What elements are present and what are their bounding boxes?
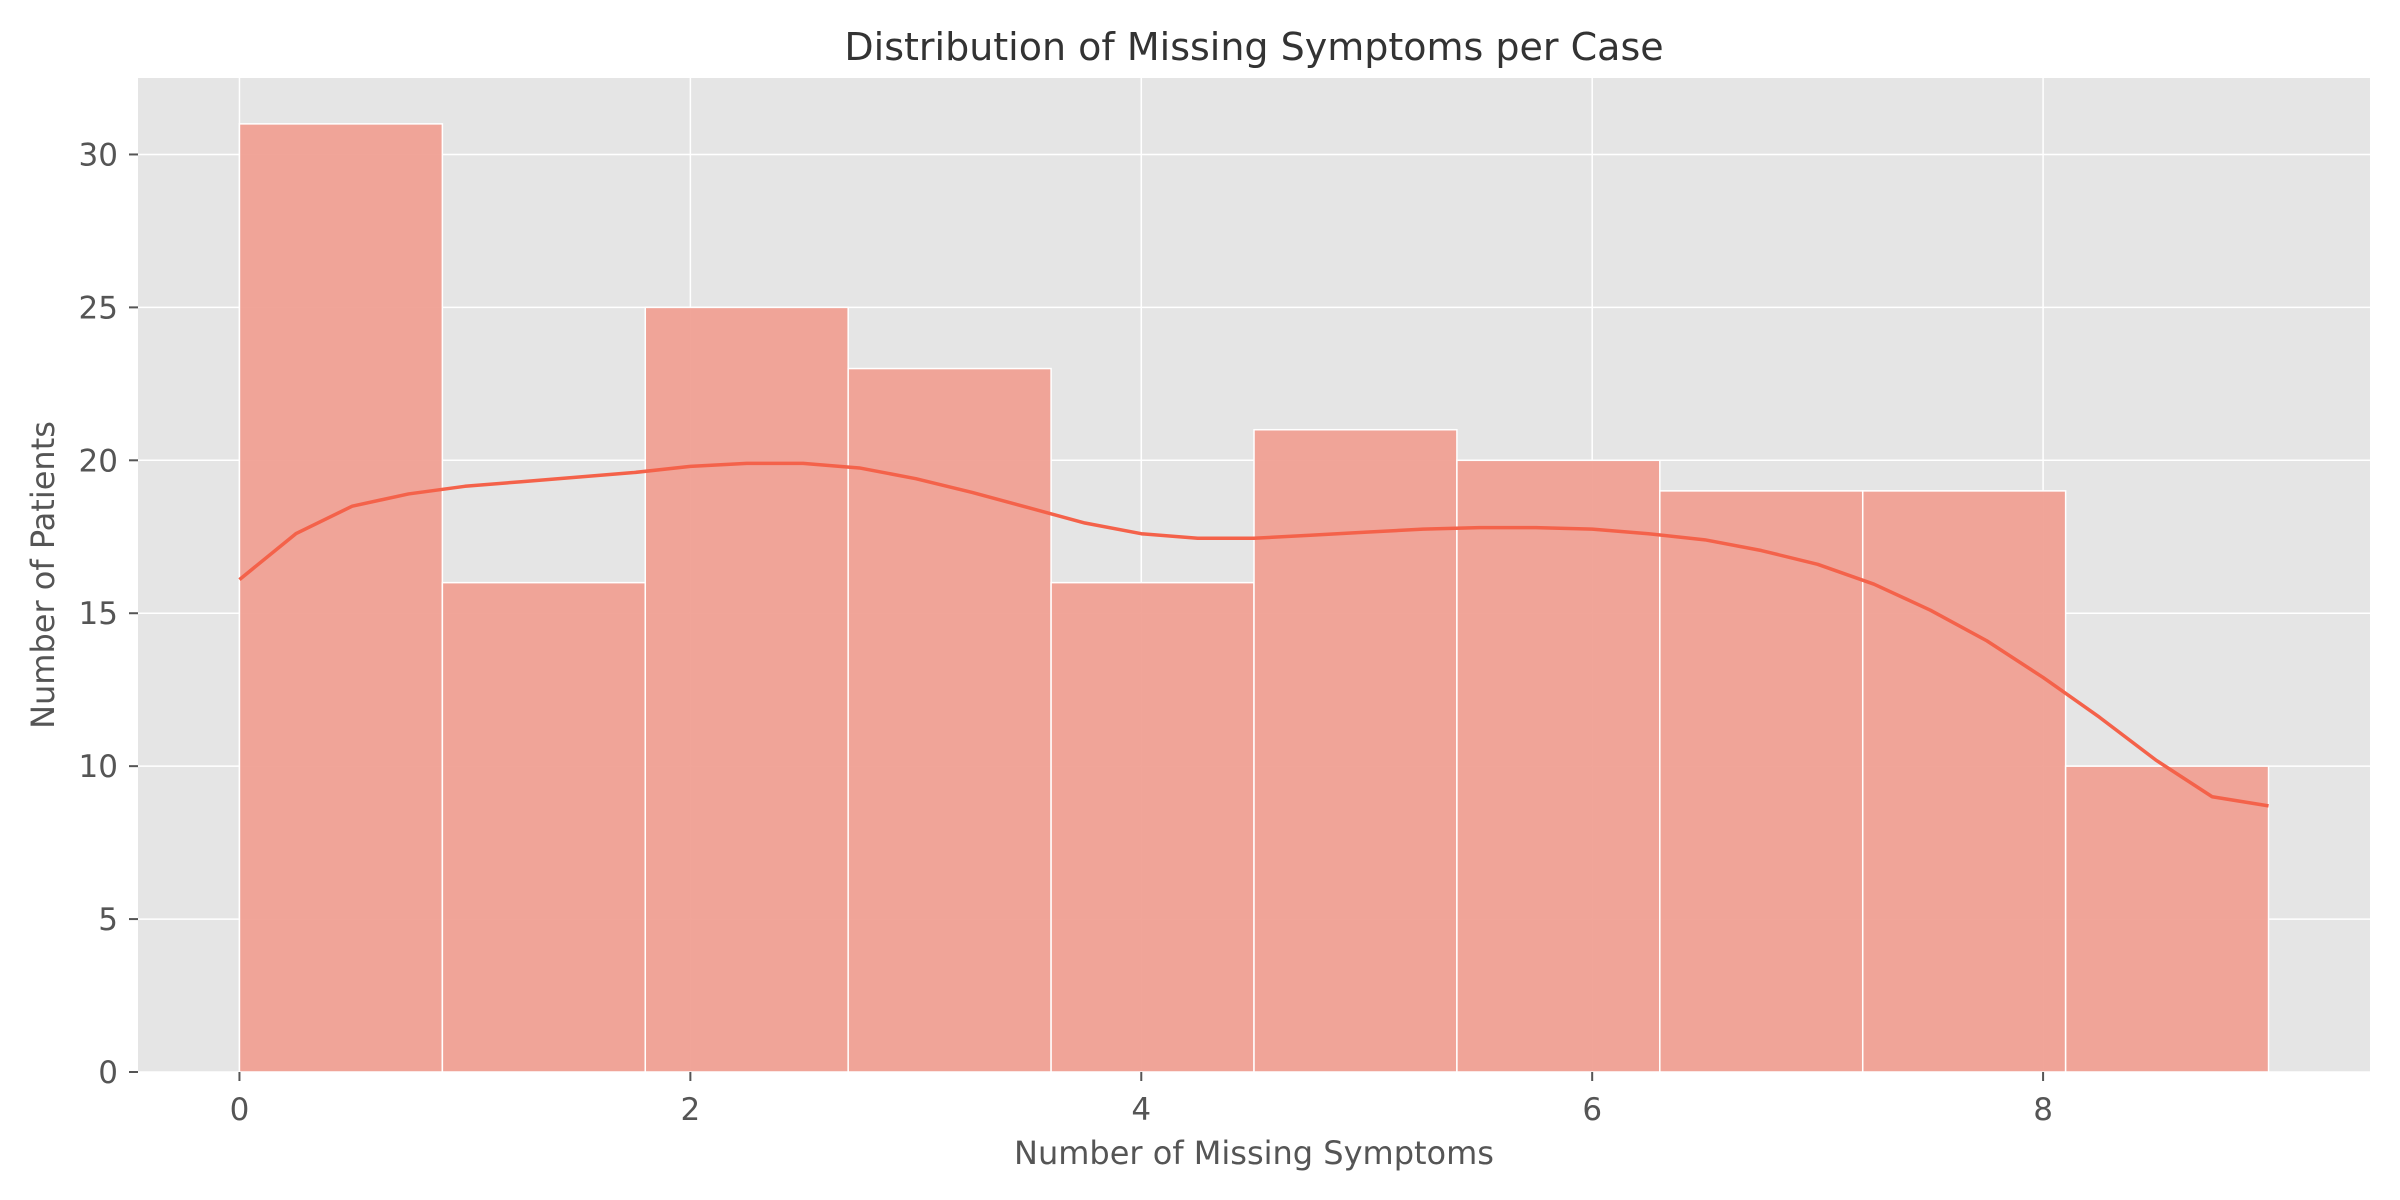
y-tick-label: 25 <box>79 290 118 326</box>
histogram-bar <box>1456 459 1661 1073</box>
histogram-bar <box>441 581 647 1073</box>
chart-title: Distribution of Missing Symptoms per Cas… <box>844 25 1663 69</box>
x-axis-label: Number of Missing Symptoms <box>1014 1134 1494 1172</box>
x-axis-ticks: 0 2 4 6 8 <box>230 1072 2053 1128</box>
y-axis-label: Number of Patients <box>24 421 62 729</box>
y-tick-label: 0 <box>98 1055 118 1091</box>
histogram-bar <box>2064 765 2270 1073</box>
histogram-bar <box>847 367 1052 1073</box>
y-axis-ticks: 0 5 10 15 20 25 30 <box>79 137 138 1091</box>
y-tick-label: 15 <box>79 596 118 632</box>
x-tick-label: 4 <box>1131 1092 1151 1128</box>
histogram-bar <box>1659 490 1864 1073</box>
histogram-bar <box>1253 428 1458 1073</box>
y-tick-label: 10 <box>79 749 118 785</box>
histogram-bars <box>238 123 2270 1073</box>
histogram-bar <box>1861 490 2067 1073</box>
y-tick-label: 30 <box>79 137 118 173</box>
histogram-bar <box>238 123 444 1073</box>
x-tick-label: 0 <box>230 1092 250 1128</box>
y-tick-label: 5 <box>98 902 118 938</box>
histogram-bar <box>644 306 849 1073</box>
x-tick-label: 6 <box>1582 1092 1602 1128</box>
y-tick-label: 20 <box>79 443 118 479</box>
kde-curve <box>238 461 2269 808</box>
histogram-bar <box>1050 581 1255 1073</box>
x-tick-label: 8 <box>2033 1092 2053 1128</box>
x-tick-label: 2 <box>680 1092 700 1128</box>
